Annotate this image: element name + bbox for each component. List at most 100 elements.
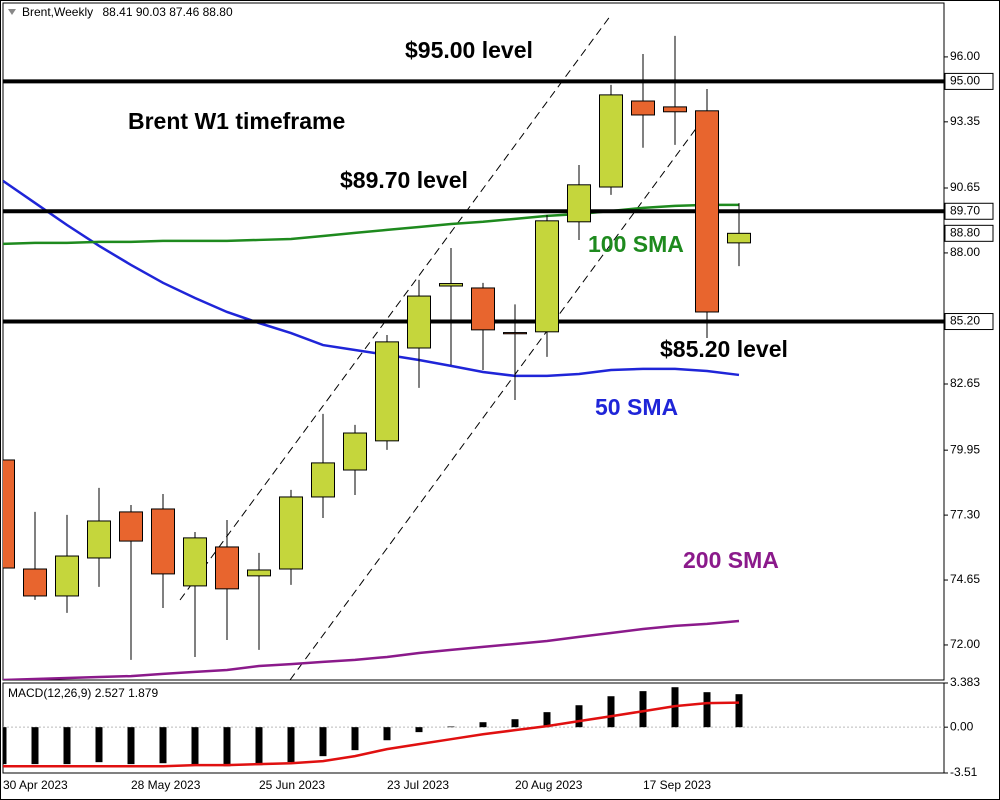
- macd-bar: [287, 727, 295, 763]
- macd-value: 2.527: [95, 686, 125, 700]
- macd-bar: [415, 727, 423, 733]
- level-label: 89.70: [950, 203, 980, 217]
- price-label: 88.80: [950, 225, 980, 239]
- header-icon: [8, 9, 16, 15]
- sma-line: [3, 179, 740, 378]
- candle-body: [471, 287, 495, 331]
- macd-plot: [3, 687, 944, 768]
- header: Brent,Weekly 88.41 90.03 87.46 88.80: [22, 5, 233, 19]
- ohlc: 87.46: [169, 5, 199, 19]
- candle-body: [663, 106, 687, 113]
- main-plot: [3, 14, 944, 680]
- channel-line: [179, 14, 612, 601]
- y-tick-label: 90.65: [950, 180, 980, 194]
- price-box: [944, 224, 994, 242]
- y-tick-label: 74.65: [950, 572, 980, 586]
- symbol: Brent,Weekly: [22, 5, 93, 19]
- y-tick-label: -3.51: [950, 765, 978, 779]
- candle-body: [727, 232, 751, 244]
- candle-body: [375, 341, 399, 442]
- sma-line: [3, 619, 740, 680]
- y-tick-label: 77.30: [950, 507, 980, 521]
- level-label: 85.20: [950, 314, 980, 328]
- x-tick-label: 20 Aug 2023: [515, 778, 583, 792]
- y-tick-label: 82.65: [950, 376, 980, 390]
- macd-bar: [3, 727, 7, 765]
- indicator: MACD(12,26,9): [8, 686, 91, 700]
- macd-bar: [703, 692, 711, 728]
- y-tick-label: 93.35: [950, 114, 980, 128]
- y-tick-label: 3.383: [950, 675, 980, 689]
- macd-bar: [511, 719, 519, 728]
- macd-bar: [159, 727, 167, 764]
- macd-bar: [95, 727, 103, 763]
- axis: 96.00 93.35 90.65 88.00 82.65 79.95 77.30 74.65…: [3, 49, 994, 792]
- candle-body: [311, 462, 335, 498]
- candle-body: [279, 496, 303, 570]
- macd-bar: [607, 696, 615, 728]
- macd-bar: [543, 712, 551, 728]
- level-box: [944, 72, 994, 90]
- y-tick-label: 96.00: [950, 49, 980, 63]
- macd-bar: [255, 727, 263, 766]
- candle-body: [247, 569, 271, 577]
- sma-label: 50 SMA: [595, 394, 678, 420]
- candle-body: [23, 568, 47, 597]
- macd-bar: [319, 727, 327, 757]
- macd-bar: [31, 727, 39, 765]
- level-box: [944, 202, 994, 220]
- main-frame: [2, 2, 945, 681]
- signal-value: 1.879: [128, 686, 158, 700]
- candle-body: [87, 520, 111, 559]
- macd-bar: [223, 727, 231, 767]
- candle-body: [55, 555, 79, 597]
- sma-label: 100 SMA: [588, 231, 684, 257]
- ohlc: 88.80: [203, 5, 233, 19]
- sma-label: 200 SMA: [683, 547, 779, 573]
- level-box: [944, 313, 994, 331]
- macd-bar: [447, 726, 455, 728]
- candle-body: [439, 283, 463, 287]
- level-label: 95.00: [950, 74, 980, 88]
- x-tick-label: 28 May 2023: [131, 778, 201, 792]
- candle-body: [503, 332, 527, 335]
- level-annotation: $95.00 level: [405, 37, 533, 63]
- y-tick-label: 72.00: [950, 637, 980, 651]
- candle-body: [119, 511, 143, 542]
- candle-body: [695, 110, 719, 313]
- x-tick-label: 17 Sep 2023: [643, 778, 711, 792]
- macd-bar: [63, 727, 71, 765]
- level-annotation: $85.20 level: [660, 336, 788, 362]
- macd-bar: [639, 691, 647, 728]
- level-annotation: $89.70 level: [340, 167, 468, 193]
- x-tick-label: 25 Jun 2023: [259, 778, 325, 792]
- candle-body: [343, 432, 367, 471]
- macd-header: MACD(12,26,9) 2.527 1.879: [8, 686, 158, 700]
- macd-bar: [479, 722, 487, 728]
- candle-body: [535, 220, 559, 333]
- y-tick-label: 0.00: [950, 719, 974, 733]
- candle-body: [567, 184, 591, 223]
- candle-body: [215, 546, 239, 590]
- x-tick-label: 30 Apr 2023: [3, 778, 68, 792]
- y-tick-label: 79.95: [950, 442, 980, 456]
- ohlc: 90.03: [136, 5, 166, 19]
- macd-bar: [735, 694, 743, 728]
- candle-body: [631, 100, 655, 116]
- candle-body: [407, 295, 431, 349]
- candle-body: [3, 459, 15, 569]
- signal-line: [3, 701, 740, 768]
- candle-body: [151, 508, 175, 575]
- x-tick-label: 23 Jul 2023: [387, 778, 449, 792]
- macd-bar: [383, 727, 391, 741]
- macd-bar: [191, 727, 199, 766]
- candle-body: [599, 94, 623, 188]
- macd-bar: [575, 705, 583, 728]
- candle-body: [183, 537, 207, 587]
- macd-bar: [127, 727, 135, 765]
- y-tick-label: 88.00: [950, 245, 980, 259]
- chart-title: Brent W1 timeframe: [128, 108, 345, 134]
- macd-bar: [351, 727, 359, 751]
